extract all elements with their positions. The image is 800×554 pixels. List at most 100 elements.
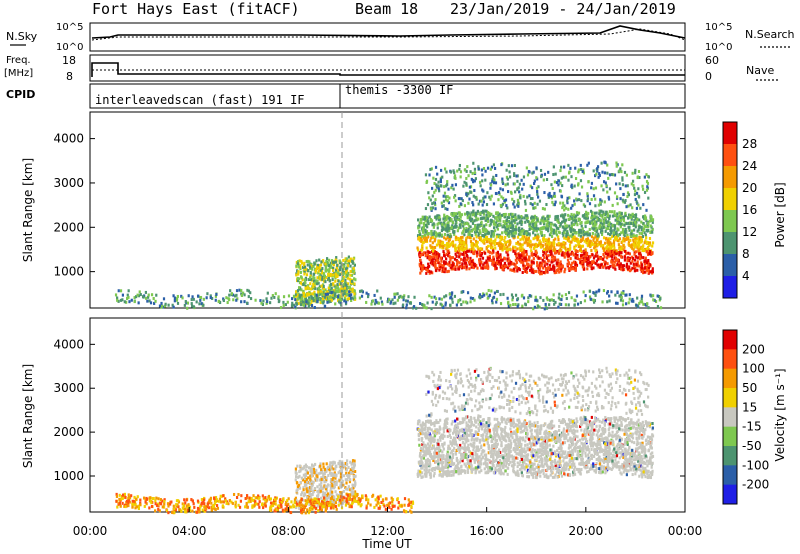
echo-cell <box>520 178 523 182</box>
echo-cell <box>529 243 532 247</box>
echo-cell <box>522 248 526 252</box>
echo-cell <box>613 212 616 216</box>
echo-cell <box>199 298 202 302</box>
echo-cell <box>341 279 345 283</box>
echo-cell <box>584 221 587 225</box>
echo-cell <box>656 294 659 298</box>
echo-cell <box>446 270 449 274</box>
echo-cell <box>558 267 561 271</box>
echo-cell <box>344 282 347 286</box>
echo-cell <box>551 200 554 204</box>
echo-cell <box>295 264 298 268</box>
echo-cell <box>536 264 539 268</box>
echo-cell <box>436 232 439 236</box>
echo-cell <box>439 256 443 260</box>
echo-cell <box>266 300 269 304</box>
echo-cell <box>296 279 300 283</box>
noise-panel <box>89 22 686 52</box>
echo-cell <box>564 293 568 297</box>
echo-cell <box>628 243 631 247</box>
echo-cell <box>314 270 317 274</box>
echo-cell <box>277 295 280 299</box>
echo-cell <box>628 293 631 297</box>
echo-cell <box>297 277 301 281</box>
echo-cell <box>327 273 330 277</box>
echo-cell <box>499 293 502 297</box>
echo-cell <box>643 453 646 457</box>
echo-cell <box>621 452 624 456</box>
echo-cell <box>562 427 566 431</box>
echo-cell <box>308 278 311 282</box>
echo-cell <box>542 215 545 219</box>
echo-cell <box>458 252 461 256</box>
echo-cell <box>515 266 518 270</box>
echo-cell <box>620 291 623 295</box>
echo-cell <box>626 184 629 188</box>
echo-cell <box>448 218 451 222</box>
echo-cell <box>489 186 492 190</box>
echo-cell <box>640 263 644 267</box>
echo-cell <box>495 266 498 270</box>
echo-cell <box>424 230 427 234</box>
echo-cell <box>559 223 562 227</box>
echo-cell <box>530 432 533 436</box>
echo-cell <box>542 178 545 182</box>
echo-cell <box>196 294 200 298</box>
echo-cell <box>489 222 492 226</box>
echo-cell <box>524 257 527 261</box>
nave-tick-60: 60 <box>705 54 719 67</box>
echo-cell <box>463 253 466 257</box>
echo-cell <box>531 227 534 231</box>
echo-cell <box>316 295 319 299</box>
echo-cell <box>574 448 577 452</box>
echo-cell <box>495 254 498 258</box>
echo-cell <box>552 165 555 169</box>
echo-cell <box>596 263 600 267</box>
nsky-label: N.Sky <box>6 30 38 43</box>
echo-cell <box>566 258 570 262</box>
echo-cell <box>516 222 519 226</box>
echo-cell <box>575 263 579 267</box>
echo-cell <box>507 213 510 217</box>
echo-cell <box>478 260 481 264</box>
echo-cell <box>631 259 634 263</box>
echo-cell <box>472 251 475 255</box>
echo-cell <box>471 201 474 205</box>
echo-cell <box>313 305 316 309</box>
ytick-label: 4000 <box>53 132 84 146</box>
echo-cell <box>426 256 429 260</box>
echo-cell <box>503 239 506 243</box>
echo-cell <box>633 258 637 262</box>
echo-cell <box>640 220 643 224</box>
echo-cell <box>654 300 658 304</box>
echo-cell <box>459 443 462 447</box>
echo-cell <box>609 264 612 268</box>
echo-cell <box>528 194 531 198</box>
echo-cell <box>478 229 481 233</box>
echo-cell <box>648 263 652 267</box>
echo-cell <box>502 266 505 270</box>
echo-cell <box>592 298 595 302</box>
echo-cell <box>480 210 483 214</box>
echo-cell <box>349 264 352 268</box>
echo-cell <box>557 258 560 262</box>
echo-cell <box>365 291 368 295</box>
echo-cell <box>507 417 510 421</box>
echo-cell <box>559 243 562 247</box>
echo-cell <box>480 239 483 243</box>
echo-cell <box>440 303 444 307</box>
echo-cell <box>520 219 523 223</box>
echo-cell <box>322 279 326 283</box>
echo-cell <box>484 228 487 232</box>
echo-cell <box>647 261 650 265</box>
echo-cell <box>186 301 190 305</box>
echo-cell <box>308 265 312 269</box>
echo-cell <box>419 302 422 306</box>
echo-cell <box>649 270 652 274</box>
echo-cell <box>424 207 428 211</box>
echo-cell <box>580 255 583 259</box>
echo-cell <box>637 169 641 173</box>
echo-cell <box>585 252 588 256</box>
echo-cell <box>435 250 438 254</box>
echo-cell <box>587 423 590 427</box>
